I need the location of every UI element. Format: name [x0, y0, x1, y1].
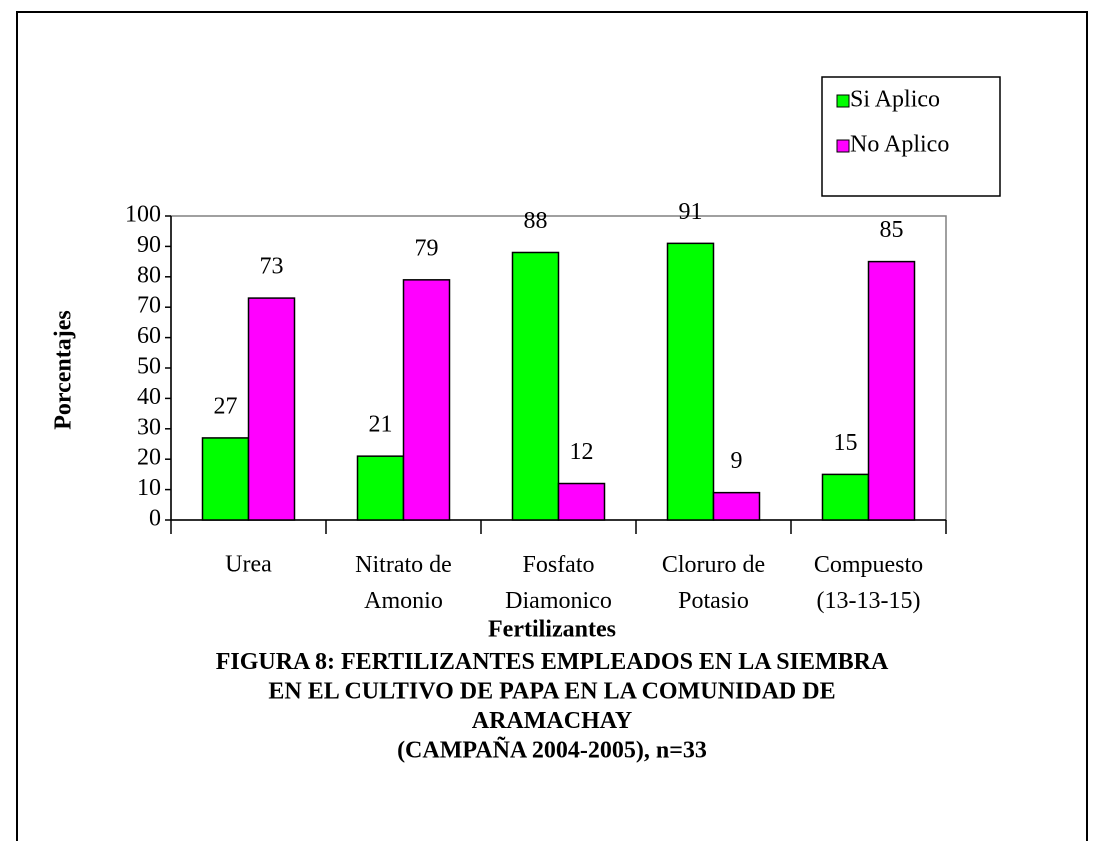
value-label: 91 [679, 199, 703, 225]
y-tick-label: 90 [137, 232, 161, 258]
value-label: 79 [415, 235, 439, 261]
value-label: 12 [570, 439, 594, 465]
bar [712, 491, 761, 521]
bar [557, 482, 606, 521]
x-tick-label: Fosfato Diamonico [505, 552, 612, 614]
x-tick-label: Cloruro de Potasio [662, 552, 765, 614]
bar [201, 437, 250, 521]
value-label: 21 [369, 412, 393, 438]
y-tick-label: 20 [137, 445, 161, 471]
bar [511, 251, 560, 521]
bar [356, 455, 405, 521]
y-tick-label: 40 [137, 384, 161, 410]
x-axis-label: Fertilizantes [488, 617, 616, 643]
bar [247, 297, 296, 521]
y-tick-label: 50 [137, 354, 161, 380]
legend-label: No Aplico [850, 132, 949, 158]
legend-swatch [836, 94, 850, 108]
chart-title: FIGURA 8: FERTILIZANTES EMPLEADOS EN LA … [216, 649, 889, 764]
frame [16, 11, 1088, 841]
y-tick-label: 30 [137, 414, 161, 440]
legend-label: Si Aplico [850, 87, 940, 113]
y-axis-label: Porcentajes [51, 310, 77, 430]
x-tick-label: Nitrato de Amonio [355, 552, 452, 614]
y-tick-label: 60 [137, 323, 161, 349]
x-tick-label: Compuesto (13-13-15) [814, 552, 923, 614]
bar [666, 242, 715, 521]
legend-box [821, 76, 1001, 197]
bar [402, 279, 451, 521]
y-tick-label: 10 [137, 475, 161, 501]
value-label: 15 [834, 430, 858, 456]
value-label: 27 [214, 393, 238, 419]
y-tick-label: 70 [137, 293, 161, 319]
y-tick-label: 0 [149, 506, 161, 532]
value-label: 85 [880, 217, 904, 243]
x-tick-label: Urea [225, 552, 272, 578]
value-label: 9 [731, 448, 743, 474]
bar [821, 473, 870, 521]
legend-swatch [836, 139, 850, 153]
value-label: 88 [524, 208, 548, 234]
y-tick-label: 100 [125, 202, 161, 228]
bar [867, 260, 916, 521]
y-tick-label: 80 [137, 262, 161, 288]
value-label: 73 [260, 254, 284, 280]
